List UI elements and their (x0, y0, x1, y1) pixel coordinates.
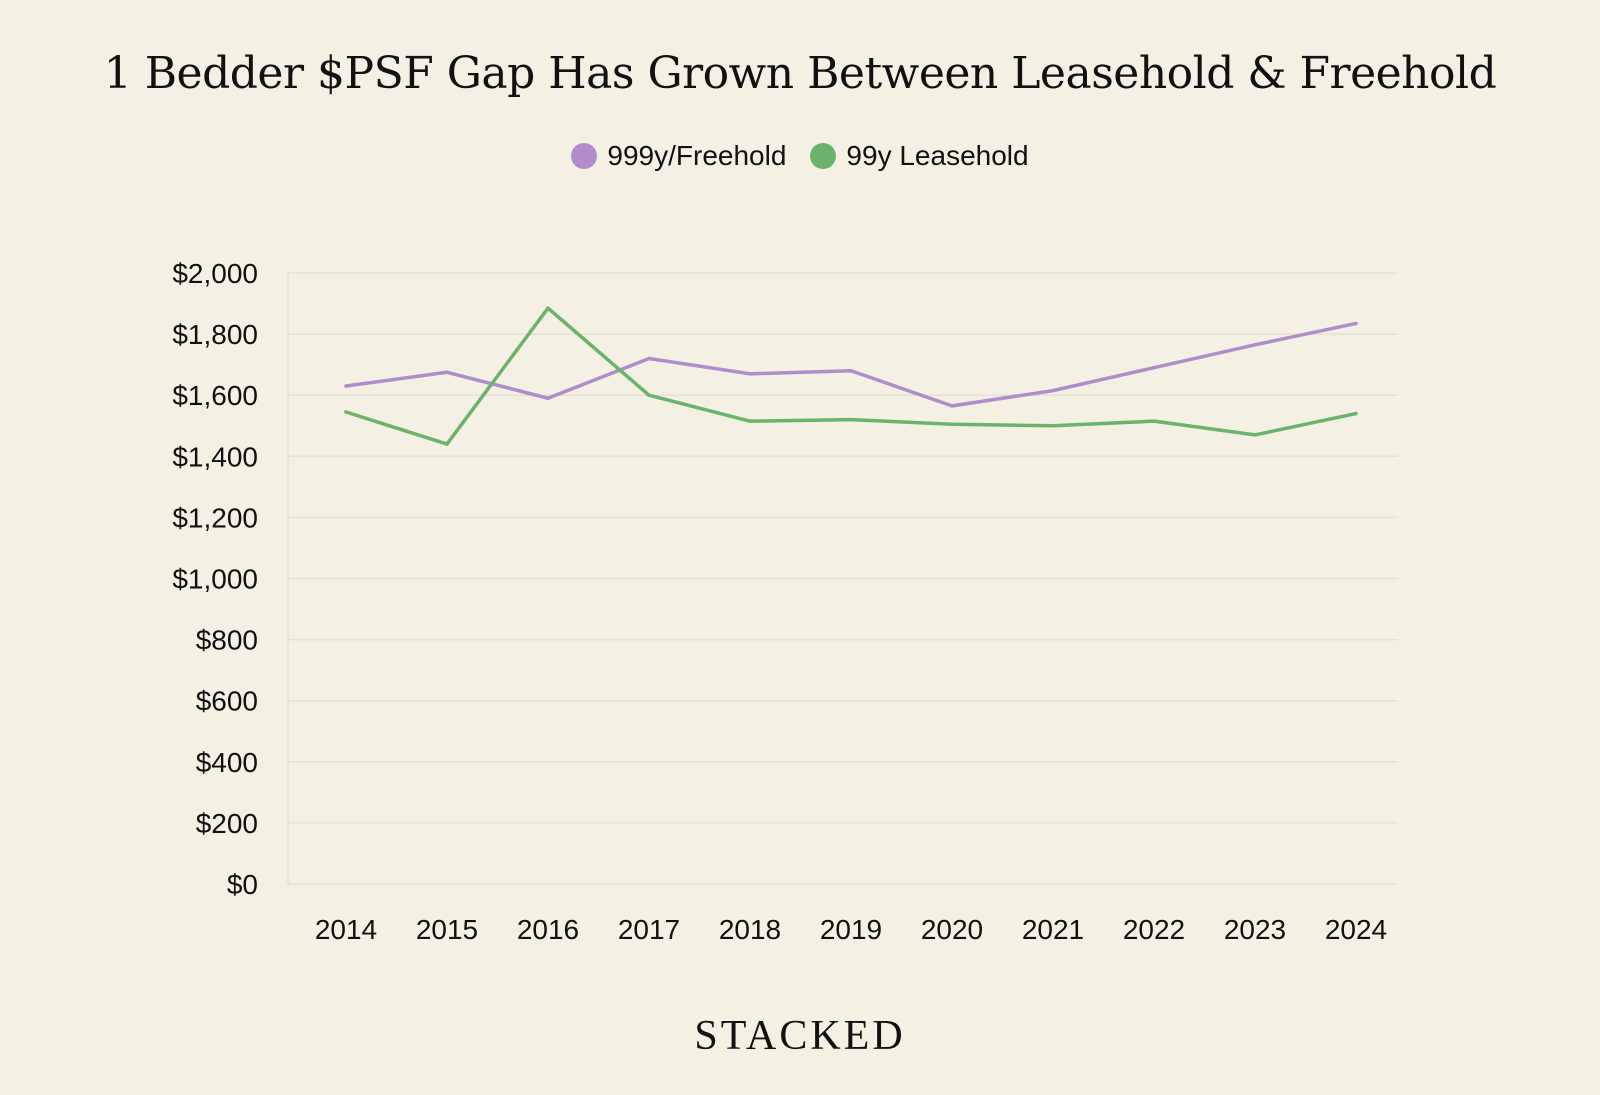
leasehold-point (1354, 411, 1358, 416)
x-tick-label: 2014 (315, 914, 377, 945)
x-tick-label: 2019 (820, 914, 882, 945)
y-tick-label: $1,000 (172, 564, 258, 595)
y-tick-label: $0 (227, 869, 258, 900)
y-tick-label: $600 (196, 686, 258, 717)
freehold-point (748, 372, 752, 376)
freehold-point (1152, 365, 1156, 370)
x-tick-label: 2017 (618, 914, 680, 945)
legend-item-freehold: 999y/Freehold (571, 140, 786, 172)
freehold-point (1253, 343, 1257, 347)
y-tick-label: $400 (196, 747, 258, 778)
x-tick-label: 2018 (719, 914, 781, 945)
brand-logo: STACKED (694, 1013, 906, 1059)
freehold-point (1354, 321, 1358, 326)
y-tick-label: $1,800 (172, 319, 258, 350)
y-tick-label: $1,600 (172, 380, 258, 411)
legend-label-leasehold: 99y Leasehold (846, 140, 1029, 171)
legend-marker-leasehold (810, 143, 837, 169)
leasehold-point (546, 306, 550, 310)
x-tick-label: 2023 (1224, 914, 1286, 945)
y-tick-label: $1,200 (172, 502, 258, 533)
x-tick-label: 2021 (1022, 914, 1084, 945)
leasehold-point (1253, 433, 1257, 437)
x-tick-label: 2015 (416, 914, 478, 945)
leasehold-point (849, 417, 853, 422)
leasehold-point (748, 419, 752, 423)
freehold-point (546, 396, 550, 401)
legend-marker-freehold (571, 143, 598, 169)
leasehold-point (445, 442, 449, 446)
legend-item-leasehold: 99y Leasehold (810, 140, 1029, 172)
series-line-freehold (344, 321, 1358, 408)
chart-legend: 999y/Freehold 99y Leasehold (0, 140, 1600, 172)
series-line-leasehold (344, 306, 1358, 446)
legend-label-freehold: 999y/Freehold (607, 140, 787, 171)
freehold-point (849, 369, 853, 373)
x-tick-label: 2020 (921, 914, 983, 945)
freehold-point (950, 404, 954, 408)
x-tick-label: 2022 (1123, 914, 1185, 945)
freehold-point (344, 384, 348, 388)
leasehold-point (1051, 424, 1055, 428)
leasehold-point (950, 422, 954, 426)
x-tick-label: 2024 (1325, 914, 1387, 945)
y-tick-label: $1,400 (172, 441, 258, 472)
y-tick-label: $800 (196, 625, 258, 656)
freehold-point (647, 356, 651, 361)
chart-title: 1 Bedder $PSF Gap Has Grown Between Leas… (103, 48, 1497, 99)
freehold-point (1051, 388, 1055, 393)
leasehold-point (344, 410, 348, 414)
y-tick-label: $200 (196, 808, 258, 839)
x-tick-label: 2016 (517, 914, 579, 945)
leasehold-point (647, 393, 651, 397)
y-tick-label: $2,000 (172, 258, 258, 289)
freehold-point (445, 370, 449, 375)
leasehold-point (1152, 419, 1156, 423)
